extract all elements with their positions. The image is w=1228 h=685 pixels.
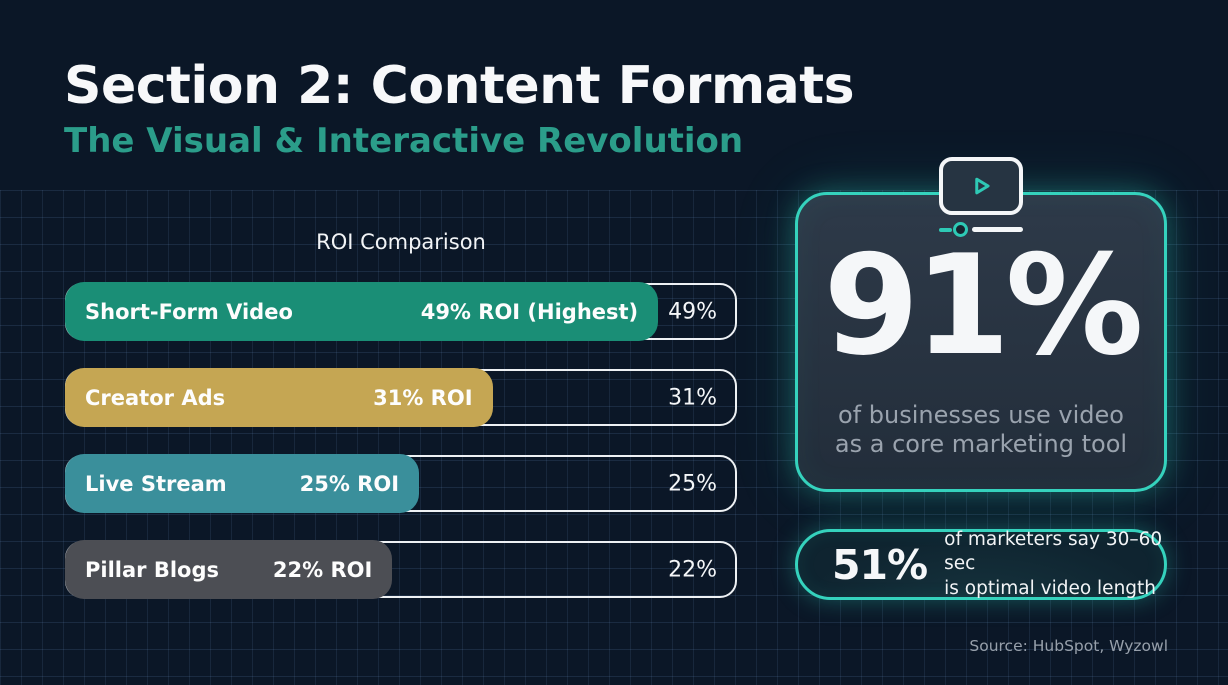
video-player-icon bbox=[939, 157, 1023, 237]
stat-value-91: 91% bbox=[823, 225, 1143, 386]
bar-value-label: 49% bbox=[668, 299, 717, 324]
bar-fill: Short-Form Video 49% ROI (Highest) bbox=[65, 282, 659, 341]
bar-track: Creator Ads 31% ROI 31% bbox=[65, 368, 737, 427]
source-attribution: Source: HubSpot, Wyzowl bbox=[969, 637, 1168, 655]
bar-value-label: 31% bbox=[668, 385, 717, 410]
bar-track: Live Stream 25% ROI 25% bbox=[65, 454, 737, 513]
page-subtitle: The Visual & Interactive Revolution bbox=[64, 121, 744, 162]
chart-title: ROI Comparison bbox=[316, 230, 486, 254]
video-screen-shape bbox=[939, 157, 1023, 215]
stat-pill-video-length: 51% of marketers say 30–60 sec is optima… bbox=[795, 529, 1167, 600]
stat-description: of businesses use video as a core market… bbox=[798, 401, 1164, 459]
bar-value-label: 22% bbox=[668, 557, 717, 582]
bar-track: Pillar Blogs 22% ROI 22% bbox=[65, 540, 737, 599]
stat-card-video-usage: 91% of businesses use video as a core ma… bbox=[795, 157, 1167, 492]
slider-elapsed-segment bbox=[939, 227, 952, 232]
bar-list: Short-Form Video 49% ROI (Highest) 49% Crea… bbox=[65, 282, 737, 599]
stat-description-line1: of businesses use video bbox=[838, 401, 1124, 429]
bar-category-label: Creator Ads bbox=[85, 385, 226, 410]
slider-knob bbox=[953, 222, 968, 237]
bar-category-label: Short-Form Video bbox=[85, 299, 293, 324]
slider-remaining-segment bbox=[972, 227, 1023, 232]
pill-value-51: 51% bbox=[832, 540, 928, 589]
bar-roi-label: 49% ROI (Highest) bbox=[420, 299, 639, 324]
bar-roi-label: 31% ROI bbox=[373, 385, 473, 410]
slide-header: Section 2: Content Formats The Visual & … bbox=[64, 56, 855, 162]
bar-track: Short-Form Video 49% ROI (Highest) 49% bbox=[65, 282, 737, 341]
roi-comparison-chart: ROI Comparison Short-Form Video 49% ROI (… bbox=[65, 230, 737, 627]
bar-fill: Creator Ads 31% ROI bbox=[65, 368, 493, 427]
bar-roi-label: 22% ROI bbox=[272, 557, 373, 582]
bar-category-label: Live Stream bbox=[85, 471, 227, 496]
stat-description-line2: as a core marketing tool bbox=[834, 429, 1128, 458]
pill-text-line2: is optimal video length bbox=[944, 577, 1157, 599]
bar-fill: Pillar Blogs 22% ROI bbox=[65, 540, 393, 599]
bar-fill: Live Stream 25% ROI bbox=[65, 454, 420, 513]
bar-category-label: Pillar Blogs bbox=[85, 557, 219, 582]
page-title: Section 2: Content Formats bbox=[64, 56, 855, 116]
pill-text: of marketers say 30–60 sec is optimal vi… bbox=[944, 528, 1164, 600]
pill-text-line1: of marketers say 30–60 sec bbox=[944, 529, 1163, 575]
bar-roi-label: 25% ROI bbox=[299, 471, 400, 496]
bar-value-label: 25% bbox=[668, 471, 717, 496]
video-progress-slider bbox=[939, 222, 1023, 237]
play-icon bbox=[975, 177, 990, 195]
